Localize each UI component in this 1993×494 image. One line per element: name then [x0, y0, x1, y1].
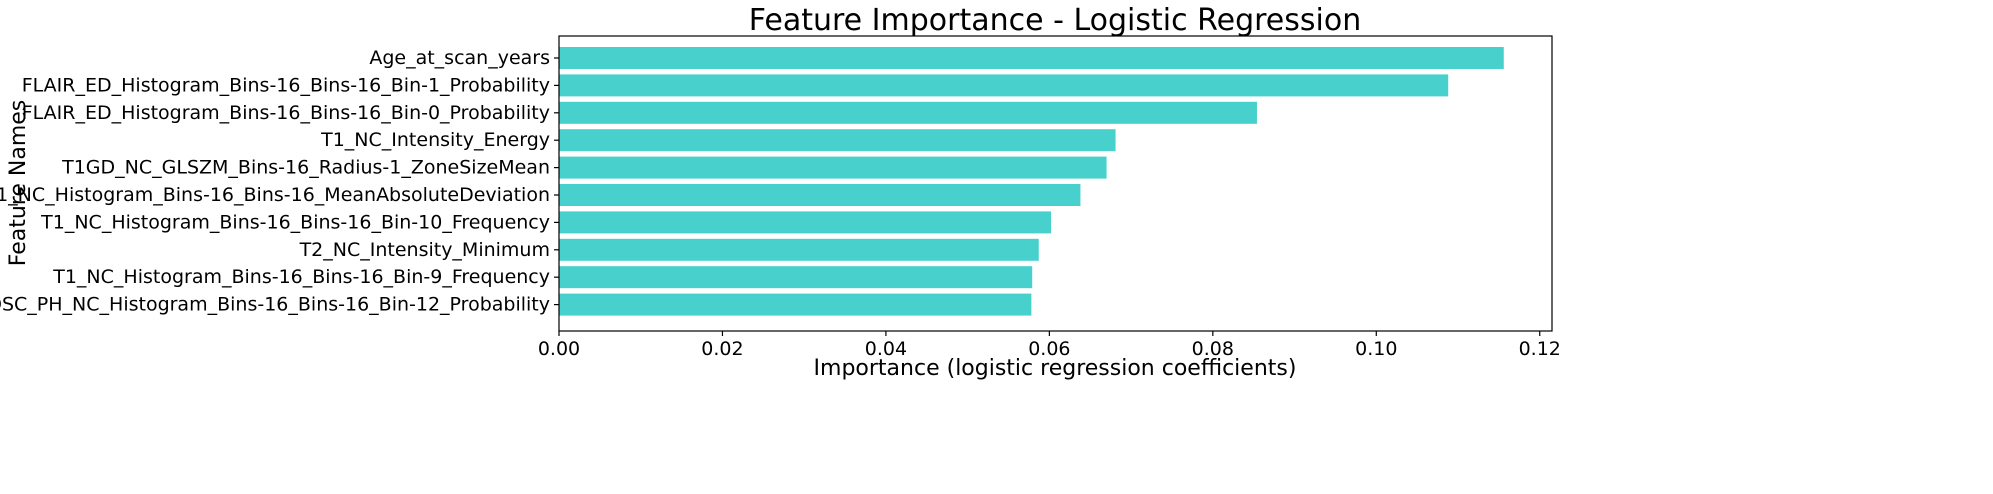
bar-9: [559, 266, 1033, 289]
x-tick-label-1: 0.00: [538, 338, 580, 360]
category-label-6: T1_NC_Histogram_Bins-16_Bins-16_MeanAbso…: [0, 184, 550, 206]
bar-3: [559, 101, 1257, 124]
x-tick-label-2: 0.02: [701, 338, 743, 360]
bar-10: [559, 293, 1032, 316]
chart-title: Feature Importance - Logistic Regression: [749, 3, 1361, 38]
x-axis-label: Importance (logistic regression coeffici…: [814, 356, 1297, 381]
bar-8: [559, 238, 1039, 261]
bar-4: [559, 129, 1116, 152]
x-tick-label-5: 0.08: [1192, 338, 1234, 360]
x-axis-ticks: 0.00 0.02 0.04 0.06 0.08 0.10 0.12: [538, 331, 1561, 360]
bar-5: [559, 156, 1107, 179]
category-label-1: Age_at_scan_years: [369, 47, 550, 69]
category-label-8: T2_NC_Intensity_Minimum: [299, 239, 550, 261]
category-label-4: T1_NC_Intensity_Energy: [320, 129, 550, 151]
bars-layer: [559, 47, 1504, 316]
plot-frame: [558, 35, 1553, 332]
category-label-10: DSC_PH_NC_Histogram_Bins-16_Bins-16_Bin-…: [0, 294, 550, 316]
category-label-7: T1_NC_Histogram_Bins-16_Bins-16_Bin-10_F…: [40, 211, 550, 233]
bar-6: [559, 184, 1081, 206]
category-label-9: T1_NC_Histogram_Bins-16_Bins-16_Bin-9_Fr…: [52, 266, 550, 288]
bar-7: [559, 211, 1052, 234]
bar-2: [559, 74, 1449, 97]
category-label-3: FLAIR_ED_Histogram_Bins-16_Bins-16_Bin-0…: [22, 102, 550, 124]
x-tick-label-4: 0.06: [1028, 338, 1070, 360]
category-label-2: FLAIR_ED_Histogram_Bins-16_Bins-16_Bin-1…: [22, 74, 550, 96]
bar-1: [559, 47, 1504, 69]
x-tick-label-6: 0.10: [1355, 338, 1397, 360]
category-labels: Age_at_scan_years FLAIR_ED_Histogram_Bins…: [0, 47, 559, 316]
category-label-5: T1GD_NC_GLSZM_Bins-16_Radius-1_ZoneSizeM…: [61, 157, 550, 179]
y-axis-label: Feature Names: [6, 100, 31, 267]
x-tick-label-7: 0.12: [1519, 338, 1561, 360]
x-tick-label-3: 0.04: [865, 338, 907, 360]
